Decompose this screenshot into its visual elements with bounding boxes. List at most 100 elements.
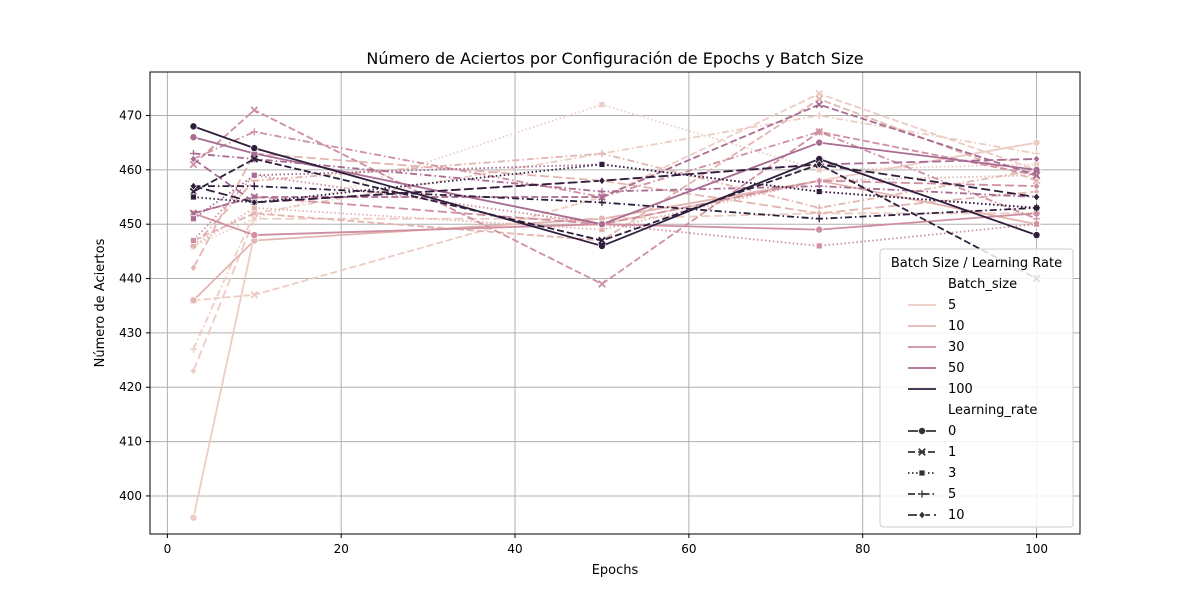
series-bs30-lr1-point-stroke	[189, 160, 198, 169]
series-bs5-lr5-point	[815, 111, 823, 120]
series-bs100-lr10-point	[250, 198, 258, 207]
series-bs30-lr5-point	[815, 128, 823, 136]
y-tick-label: 440	[119, 272, 142, 286]
series-bs50-lr10-point	[189, 154, 198, 164]
series-bs5-lr5-point-stroke	[189, 345, 198, 353]
series-bs30-lr1-point	[598, 280, 606, 288]
series-bs5-lr10-point	[189, 366, 198, 376]
x-tick-label: 40	[507, 542, 522, 556]
series-bs100-lr5-point	[250, 182, 258, 190]
legend-style-marker	[918, 510, 926, 520]
legend-hue-label: 5	[948, 298, 956, 313]
series-bs30-lr3-point	[190, 237, 197, 244]
series-bs5-lr0-point	[189, 513, 198, 522]
legend-box	[879, 248, 1074, 528]
series-bs100-lr5-point-stroke	[598, 198, 606, 207]
y-tick-label: 410	[119, 435, 142, 449]
series-bs100-lr10-point	[815, 160, 823, 169]
series-bs50-lr1-point	[815, 100, 824, 109]
series-bs50-lr0-point	[189, 133, 198, 142]
series-bs50-lr3-point	[250, 171, 258, 179]
series-bs10-lr0-point	[189, 296, 198, 305]
series-bs50-lr3-point	[190, 215, 197, 223]
y-tick-label: 420	[119, 380, 142, 394]
series-bs50-lr1-point-stroke	[1032, 171, 1041, 180]
series-bs100-lr10-point	[598, 176, 606, 185]
series-bs50-lr0-point	[1032, 165, 1041, 174]
series-bs30-lr1-point-stroke	[250, 106, 259, 114]
series-bs100-lr5-point-stroke	[250, 182, 258, 190]
series-bs100-lr3-point	[598, 160, 606, 168]
series-bs100-lr5-point-stroke	[1032, 204, 1041, 212]
series-bs10-lr5-point-stroke	[598, 149, 606, 158]
series-bs100-lr3-point	[815, 188, 823, 195]
x-axis-ticks: 0 20 40 60 80 100	[164, 534, 1048, 556]
legend-style-label: 10	[948, 508, 965, 523]
x-axis-label: Epochs	[592, 563, 639, 578]
series-bs100-lr1-point	[250, 155, 259, 163]
series-bs30-lr0-point	[250, 231, 259, 240]
series-bs30-lr1-point	[189, 160, 198, 169]
series-bs5-lr5-point-stroke	[815, 111, 823, 120]
series-bs100-lr0	[189, 122, 1041, 250]
legend-hue-label: 100	[948, 382, 973, 397]
series-bs30-lr5-point	[250, 128, 258, 136]
y-tick-label: 400	[119, 489, 142, 503]
series-bs50-lr1-point-stroke	[815, 100, 824, 109]
series-bs30-lr0-point	[815, 225, 824, 234]
legend-hue-title: Batch_size	[948, 277, 1017, 292]
series-bs50-lr5-point-stroke	[598, 187, 606, 196]
series-bs50-lr5-point	[598, 187, 606, 196]
series-bs100-lr1-point-stroke	[598, 236, 606, 245]
x-tick-label: 0	[164, 542, 172, 556]
series-bs100-lr0-point	[1032, 231, 1041, 240]
legend-style-marker	[918, 448, 926, 456]
series-bs100-lr1-point-stroke	[250, 155, 259, 163]
legend-hue-label: 30	[948, 340, 965, 355]
series-bs30-lr3-point	[815, 242, 823, 250]
series-bs5-lr3-point	[598, 101, 606, 109]
series-bs50-lr0	[189, 133, 1041, 229]
series-bs100-lr5-point	[1032, 204, 1041, 212]
x-tick-label: 100	[1025, 542, 1048, 556]
series-bs30-lr3	[190, 171, 1040, 250]
series-bs30-lr5-point-stroke	[815, 128, 823, 136]
series-bs100-lr3-point	[190, 193, 197, 201]
series-bs100-lr10	[189, 160, 1041, 207]
series-bs100-lr0-point	[250, 144, 259, 153]
series-bs50-lr0-point	[597, 220, 606, 229]
series-bs100-lr5-point	[815, 215, 823, 223]
legend-style-marker-stroke	[918, 490, 926, 498]
y-tick-label: 460	[119, 163, 142, 177]
series-bs100-lr10-point	[1032, 192, 1041, 202]
legend-style-label: 1	[948, 445, 956, 460]
series-bs100-lr5-point-stroke	[815, 215, 823, 223]
x-tick-label: 60	[681, 542, 696, 556]
legend: Batch Size / Learning Rate Batch_size 5 10 3…	[879, 248, 1074, 528]
series-bs100-lr3-line	[193, 163, 1037, 209]
series-bs50-lr1-point-stroke	[598, 193, 606, 201]
series-bs10-lr5-point	[598, 149, 606, 158]
series-bs10-lr10-point	[189, 263, 198, 272]
series-bs30-lr1-point-stroke	[598, 280, 606, 288]
series-bs5-lr1-point-stroke	[250, 291, 259, 299]
series-bs50-lr1-point	[1032, 171, 1041, 180]
legend-title: Batch Size / Learning Rate	[891, 256, 1062, 271]
legend-hue-label: 10	[948, 319, 965, 334]
series-layer	[189, 89, 1041, 522]
series-bs5-lr10-point	[250, 214, 258, 224]
y-axis-ticks: 400 410 420 430 440 450 460 470	[119, 108, 150, 503]
series-bs100-lr10-point	[189, 181, 198, 191]
y-tick-label: 450	[119, 217, 142, 231]
series-bs30-lr1-point	[250, 106, 259, 114]
legend-style-marker-stroke	[918, 448, 926, 456]
x-tick-label: 20	[334, 542, 349, 556]
series-bs30-lr5-point-stroke	[1032, 215, 1041, 223]
y-tick-label: 470	[119, 108, 142, 122]
legend-style-marker	[918, 469, 926, 477]
series-bs30-lr10-point	[1032, 181, 1041, 191]
y-axis-label: Número de Aciertos	[93, 238, 108, 367]
series-bs100-lr1-point	[598, 236, 606, 245]
series-bs30-lr5-point-stroke	[250, 128, 258, 136]
